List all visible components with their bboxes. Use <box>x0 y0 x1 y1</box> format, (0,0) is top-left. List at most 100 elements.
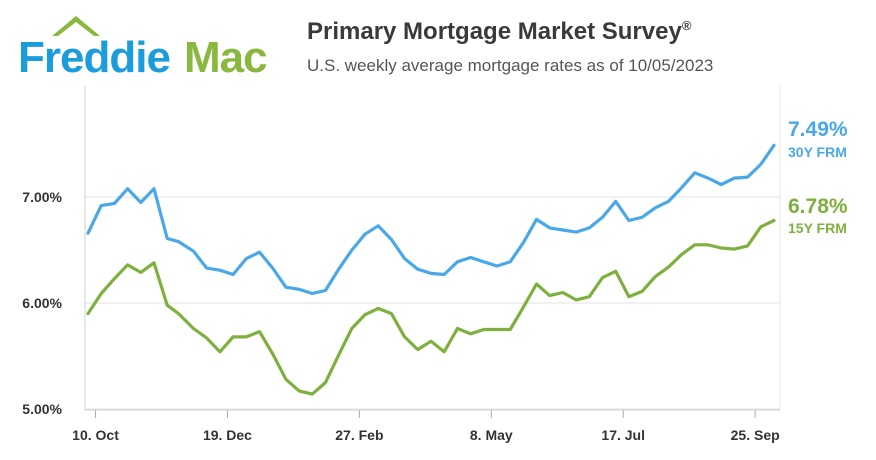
data-point-15y-46 <box>694 244 696 246</box>
x-tick-label-1: 19. Dec <box>203 427 252 443</box>
data-point-15y-45 <box>680 253 683 256</box>
data-point-30y-20 <box>351 249 353 251</box>
data-point-30y-14 <box>271 267 274 269</box>
data-point-15y-47 <box>707 244 709 246</box>
x-tick-label-5: 25. Sep <box>731 427 780 443</box>
data-point-30y-41 <box>628 219 630 222</box>
data-point-15y-21 <box>364 313 366 316</box>
data-point-15y-0 <box>87 312 89 315</box>
data-point-15y-31 <box>496 328 498 331</box>
data-point-15y-38 <box>588 295 591 298</box>
data-point-30y-3 <box>126 187 129 190</box>
data-point-30y-22 <box>377 224 380 227</box>
data-point-30y-8 <box>192 250 195 252</box>
data-point-15y-14 <box>271 353 274 355</box>
data-point-30y-28 <box>456 260 459 263</box>
axis-labels: 5.00% 6.00% 7.00% 10. Oct 19. Dec 27. Feb 8. M… <box>22 189 779 443</box>
brand-name-mac: Mac <box>184 33 267 82</box>
data-point-15y-11 <box>232 336 234 338</box>
data-point-30y-35 <box>548 227 551 229</box>
page-title: Primary Mortgage Market Survey® <box>307 18 691 46</box>
x-tick-label-0: 10. Oct <box>72 427 119 443</box>
data-point-30y-4 <box>139 201 142 204</box>
data-point-15y-41 <box>628 295 630 298</box>
data-point-15y-43 <box>654 275 657 278</box>
data-point-30y-48 <box>720 183 723 186</box>
x-tick-label-3: 8. May <box>470 427 513 443</box>
data-point-15y-23 <box>390 312 393 315</box>
data-point-15y-52 <box>773 219 775 222</box>
data-point-30y-12 <box>245 257 248 260</box>
x-tick-label-2: 27. Feb <box>335 427 383 443</box>
data-point-15y-32 <box>509 328 511 331</box>
data-point-30y-0 <box>87 232 89 234</box>
data-point-30y-38 <box>588 227 591 229</box>
data-point-30y-13 <box>258 251 261 254</box>
data-point-15y-20 <box>351 327 353 330</box>
data-point-30y-26 <box>430 272 432 275</box>
data-point-30y-21 <box>364 233 366 236</box>
data-point-30y-40 <box>614 200 617 203</box>
data-point-30y-37 <box>575 231 577 233</box>
data-point-15y-51 <box>760 226 762 228</box>
end-series-label-0: 30Y FRM <box>788 144 847 160</box>
data-point-30y-11 <box>232 273 234 276</box>
page-subtitle: U.S. weekly average mortgage rates as of… <box>307 56 714 75</box>
data-point-30y-51 <box>760 163 762 166</box>
data-point-30y-49 <box>733 177 736 179</box>
data-point-30y-24 <box>403 257 406 260</box>
data-point-15y-9 <box>205 337 208 339</box>
data-point-15y-42 <box>641 290 643 293</box>
data-point-30y-32 <box>509 260 511 263</box>
data-point-30y-36 <box>562 229 564 231</box>
data-point-30y-47 <box>707 177 709 179</box>
data-point-15y-44 <box>667 266 670 268</box>
data-point-30y-30 <box>482 260 485 263</box>
data-point-30y-2 <box>113 202 116 205</box>
data-point-30y-33 <box>522 241 525 244</box>
series-line-30y-frm <box>86 143 776 296</box>
data-point-15y-37 <box>575 299 577 301</box>
data-point-30y-39 <box>601 216 604 219</box>
data-point-30y-52 <box>773 144 775 147</box>
data-point-30y-46 <box>694 172 696 174</box>
data-point-30y-17 <box>311 292 314 295</box>
data-point-30y-25 <box>417 268 419 270</box>
brand-name-freddie: Freddie <box>18 33 170 82</box>
title-text: Primary Mortgage Market Survey <box>307 18 682 45</box>
data-point-15y-24 <box>403 336 406 338</box>
data-point-15y-12 <box>245 336 248 338</box>
data-point-15y-13 <box>258 330 261 333</box>
house-roof-icon <box>52 16 100 36</box>
data-point-30y-1 <box>100 204 102 207</box>
data-point-30y-45 <box>680 186 683 189</box>
freddie-mac-logo: Freddie Mac <box>18 16 268 82</box>
data-point-15y-19 <box>337 354 340 356</box>
data-point-15y-25 <box>417 348 419 351</box>
y-tick-label-1: 6.00% <box>22 295 62 311</box>
end-value-1: 6.78% <box>788 195 848 218</box>
data-point-15y-3 <box>126 264 129 266</box>
data-point-30y-42 <box>641 216 643 219</box>
data-point-30y-18 <box>324 289 327 292</box>
data-point-30y-50 <box>746 176 749 178</box>
grid-lines <box>85 196 780 410</box>
y-tick-label-2: 7.00% <box>22 189 62 205</box>
data-point-15y-16 <box>298 390 300 392</box>
data-point-15y-34 <box>535 283 538 285</box>
data-point-15y-5 <box>153 262 155 264</box>
data-point-15y-28 <box>456 327 459 330</box>
series-line-15y-frm <box>86 218 776 396</box>
data-point-15y-2 <box>113 277 116 280</box>
data-point-15y-49 <box>733 248 736 250</box>
data-point-15y-36 <box>562 291 564 294</box>
data-point-15y-17 <box>311 393 314 395</box>
data-point-15y-7 <box>177 312 180 315</box>
data-point-30y-9 <box>205 267 208 269</box>
data-point-30y-19 <box>337 268 340 270</box>
data-point-15y-35 <box>548 294 551 297</box>
data-point-15y-1 <box>100 292 102 295</box>
data-point-30y-29 <box>469 256 472 259</box>
data-point-30y-15 <box>285 286 287 288</box>
